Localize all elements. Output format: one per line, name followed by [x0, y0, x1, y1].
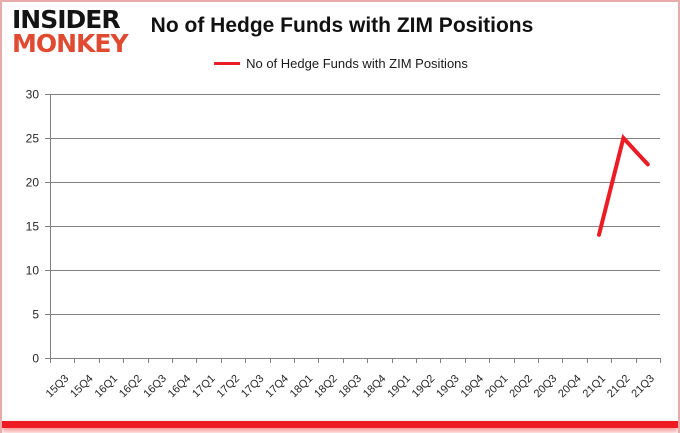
svg-text:20Q4: 20Q4	[556, 373, 584, 401]
svg-text:18Q2: 18Q2	[312, 373, 340, 401]
chart-title: No of Hedge Funds with ZIM Positions	[150, 14, 534, 37]
svg-text:17Q4: 17Q4	[263, 373, 291, 401]
legend-label: No of Hedge Funds with ZIM Positions	[246, 56, 468, 71]
svg-text:17Q2: 17Q2	[215, 373, 243, 401]
svg-text:17Q1: 17Q1	[190, 373, 218, 401]
svg-text:20Q2: 20Q2	[507, 373, 535, 401]
insider-monkey-logo: INSIDER MONKEY	[12, 5, 129, 58]
svg-text:18Q3: 18Q3	[337, 373, 365, 401]
svg-text:5: 5	[32, 308, 39, 322]
svg-text:19Q2: 19Q2	[410, 373, 438, 401]
logo-text-insider: INSIDER	[12, 5, 121, 34]
svg-text:21Q1: 21Q1	[581, 373, 609, 401]
legend: No of Hedge Funds with ZIM Positions	[214, 56, 468, 71]
svg-text:0: 0	[32, 352, 39, 366]
logo-text-monkey: MONKEY	[12, 29, 129, 58]
bottom-red-bar	[2, 421, 678, 428]
svg-text:19Q4: 19Q4	[459, 373, 487, 401]
svg-text:15: 15	[26, 220, 40, 234]
svg-text:18Q4: 18Q4	[361, 373, 389, 401]
svg-text:21Q2: 21Q2	[605, 373, 633, 401]
legend-line-swatch	[214, 62, 241, 65]
svg-text:21Q3: 21Q3	[629, 373, 657, 401]
svg-text:15Q4: 15Q4	[68, 373, 96, 401]
svg-text:30: 30	[26, 88, 40, 102]
svg-text:25: 25	[26, 132, 40, 146]
svg-text:17Q3: 17Q3	[239, 373, 267, 401]
svg-text:16Q4: 16Q4	[166, 373, 194, 401]
svg-text:16Q3: 16Q3	[141, 373, 169, 401]
svg-text:18Q1: 18Q1	[288, 373, 316, 401]
svg-text:19Q1: 19Q1	[385, 373, 413, 401]
svg-text:20Q1: 20Q1	[483, 373, 511, 401]
svg-text:16Q1: 16Q1	[93, 373, 121, 401]
svg-text:16Q2: 16Q2	[117, 373, 145, 401]
svg-text:15Q3: 15Q3	[44, 373, 72, 401]
svg-text:10: 10	[26, 264, 40, 278]
svg-text:20: 20	[26, 176, 40, 190]
svg-text:20Q3: 20Q3	[532, 373, 560, 401]
svg-text:19Q3: 19Q3	[434, 373, 462, 401]
